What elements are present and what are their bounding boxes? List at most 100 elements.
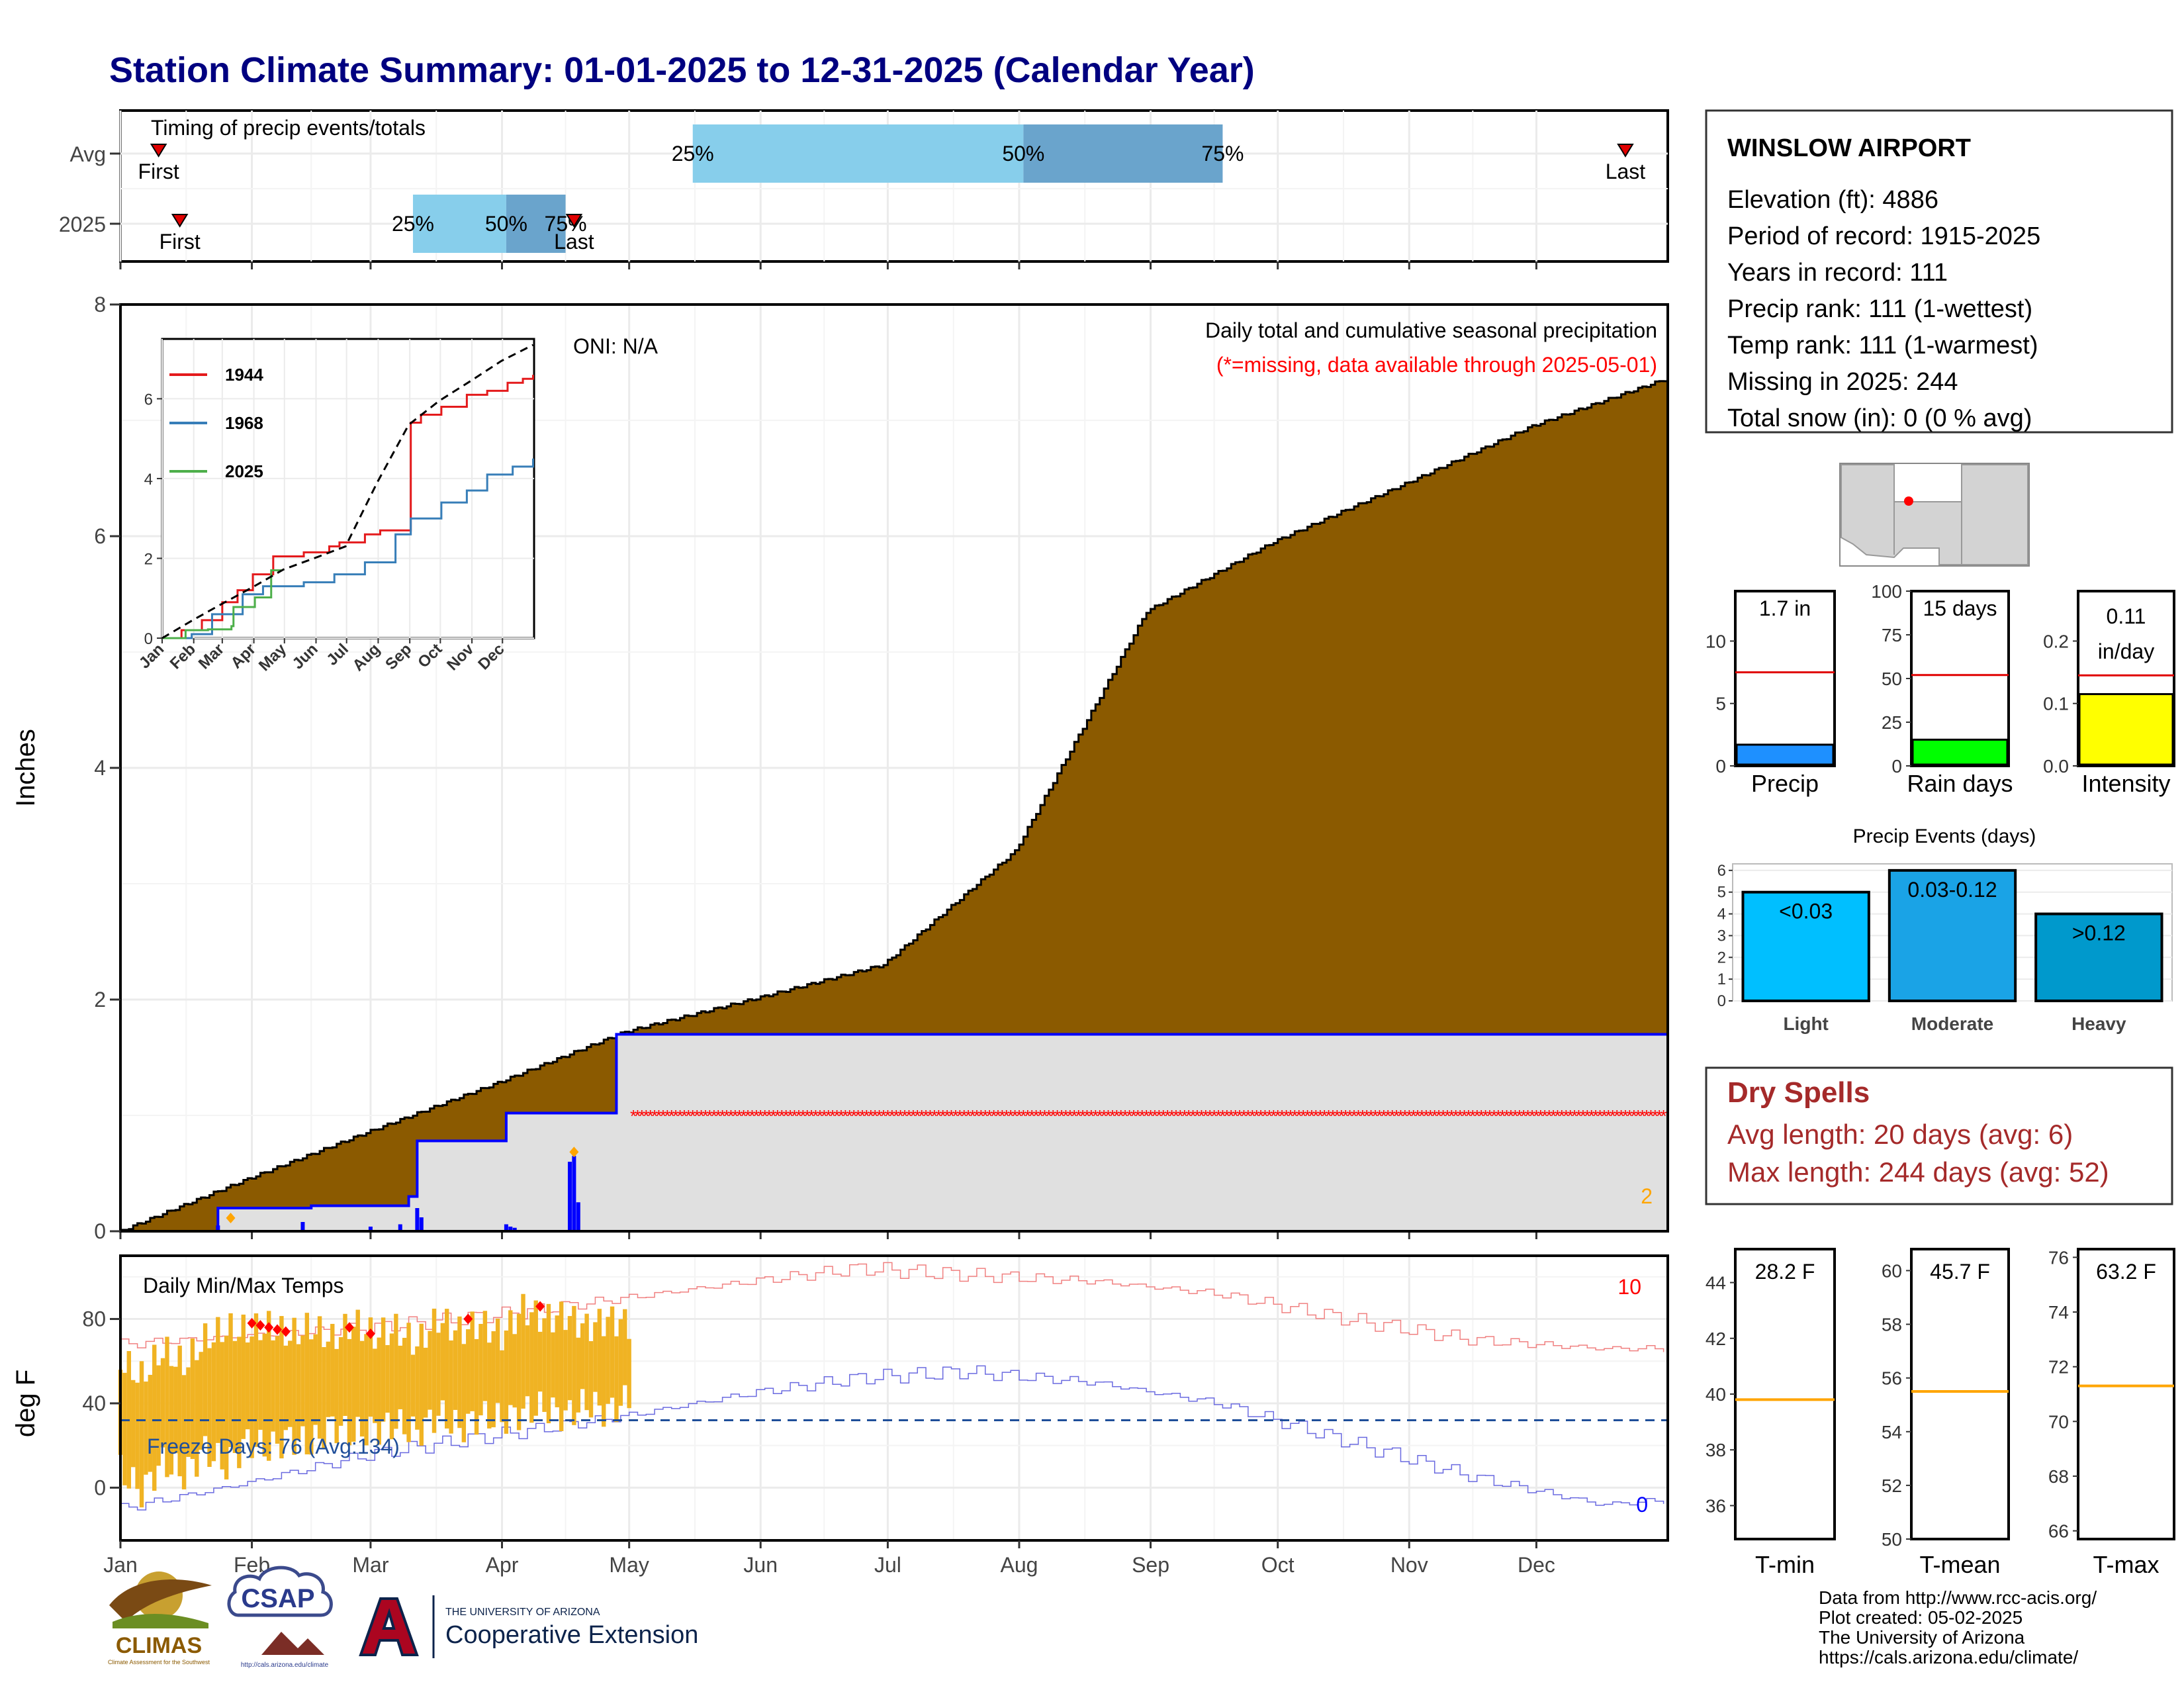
heavy-precip-marker — [569, 1147, 579, 1158]
climas-logo-hills — [113, 1613, 208, 1628]
missing-data-marker: * — [1109, 1106, 1116, 1126]
missing-data-marker: * — [863, 1106, 870, 1126]
missing-data-marker: * — [1321, 1106, 1328, 1126]
inset-series-1944 — [162, 375, 534, 639]
missing-data-marker: * — [1610, 1106, 1616, 1126]
temp-gauge-0-frame — [1734, 1248, 1836, 1540]
missing-data-marker: * — [1617, 1106, 1624, 1126]
missing-data-marker: * — [1639, 1106, 1646, 1126]
missing-data-marker: * — [1122, 1106, 1128, 1126]
missing-data-marker: * — [1317, 1106, 1324, 1126]
csap-logo-text: CSAP — [241, 1584, 314, 1613]
missing-data-marker: * — [1368, 1106, 1375, 1126]
daily-precip-bar — [508, 1227, 513, 1231]
missing-data-marker: * — [986, 1106, 993, 1126]
timing-q50-label: 50% — [1002, 142, 1044, 165]
daily-temp-bar — [627, 1338, 631, 1409]
daily-temp-bar — [373, 1348, 377, 1423]
missing-data-marker: * — [1516, 1106, 1523, 1126]
temp-gauge-0-tick-label: 40 — [1706, 1384, 1726, 1405]
missing-data-marker: * — [1139, 1106, 1146, 1126]
csap-logo: CSAP http://cals.arizona.edu/climate — [227, 1566, 333, 1669]
credit-line: https://cals.arizona.edu/climate/ — [1819, 1647, 2078, 1667]
gauge-1-tick-label: 75 — [1882, 625, 1902, 645]
temp-gauge-1-frame — [1910, 1248, 2010, 1540]
missing-data-marker: * — [1300, 1106, 1306, 1126]
heavy-precip-marker — [226, 1213, 236, 1223]
missing-data-marker: * — [783, 1106, 790, 1126]
daily-precip-bar — [504, 1224, 508, 1231]
daily-temp-bar — [529, 1312, 534, 1423]
missing-data-marker: * — [1363, 1106, 1370, 1126]
temp-gauge-0-name: T-min — [1755, 1551, 1815, 1578]
missing-data-marker: * — [1478, 1106, 1484, 1126]
missing-data-marker: * — [1381, 1106, 1387, 1126]
missing-data-marker: * — [753, 1106, 760, 1126]
page-title: Station Climate Summary: 01-01-2025 to 1… — [109, 50, 1255, 90]
daily-temp-bar — [343, 1313, 347, 1416]
precip-events-tick-label: 1 — [1717, 970, 1726, 988]
missing-data-marker: * — [698, 1106, 704, 1126]
daily-temp-bar — [593, 1322, 598, 1392]
daily-temp-bar — [152, 1344, 157, 1491]
missing-data-marker: * — [850, 1106, 857, 1126]
missing-data-marker: * — [833, 1106, 840, 1126]
missing-data-marker: * — [1245, 1106, 1251, 1126]
timing-last-label: Last — [1606, 160, 1646, 183]
cumulative-2025-line — [120, 1033, 1668, 1233]
missing-data-marker: * — [880, 1106, 887, 1126]
precip-events-bar-label: 0.03-0.12 — [1907, 878, 1997, 902]
gauge-1-value-label: 15 days — [1923, 596, 1997, 620]
daily-temp-bar — [245, 1342, 250, 1430]
daily-temp-bar — [478, 1323, 483, 1416]
precip-y-tick-label: 8 — [94, 293, 106, 316]
record-high-marker — [463, 1313, 473, 1325]
inset-avg-line — [161, 344, 534, 639]
missing-data-marker: * — [956, 1106, 963, 1126]
missing-data-marker: * — [1240, 1106, 1247, 1126]
month-tick-label: Oct — [1261, 1553, 1295, 1577]
missing-data-marker: * — [694, 1106, 700, 1126]
missing-data-marker: * — [1596, 1106, 1603, 1126]
dry-spells-frame — [1705, 1066, 2173, 1205]
daily-temp-bar — [602, 1336, 606, 1427]
precip-y-tick-label: 4 — [94, 756, 106, 780]
gauge-2-tick-label: 0.2 — [2043, 631, 2069, 651]
daily-temp-bar — [449, 1340, 453, 1434]
daily-temp-bar — [359, 1340, 365, 1437]
missing-data-marker: * — [1512, 1106, 1518, 1126]
daily-temp-bar — [614, 1336, 619, 1423]
missing-data-marker: * — [1359, 1106, 1366, 1126]
daily-precip-bar — [419, 1217, 424, 1231]
daily-precip-bar — [216, 1225, 220, 1231]
missing-data-marker: * — [690, 1106, 696, 1126]
dry-spells-max: Max length: 244 days (avg: 52) — [1727, 1156, 2109, 1188]
missing-data-marker: * — [647, 1106, 654, 1126]
missing-data-marker: * — [1033, 1106, 1040, 1126]
missing-data-marker: * — [961, 1106, 968, 1126]
daily-temp-bar — [516, 1313, 522, 1430]
timing-last-label: Last — [554, 230, 594, 254]
daily-temp-bar — [537, 1331, 543, 1392]
daily-precip-bar — [300, 1222, 305, 1231]
daily-temp-bar — [453, 1330, 458, 1410]
missing-data-marker: * — [1249, 1106, 1255, 1126]
daily-temp-bar — [504, 1330, 509, 1434]
missing-data-marker: * — [1626, 1106, 1633, 1126]
missing-data-marker: * — [1525, 1106, 1531, 1126]
precip-events-bar-label: >0.12 — [2072, 921, 2126, 945]
temp-chart-frame — [119, 1254, 1669, 1542]
missing-data-marker: * — [817, 1106, 823, 1126]
missing-data-marker: * — [1393, 1106, 1400, 1126]
record-high-marker — [255, 1320, 265, 1331]
station-info-frame — [1705, 109, 2173, 434]
daily-temp-bar — [309, 1339, 314, 1455]
daily-precip-bar — [572, 1156, 576, 1231]
daily-temp-bar — [394, 1313, 398, 1429]
missing-data-marker: * — [1067, 1106, 1073, 1126]
missing-data-marker: * — [1296, 1106, 1302, 1126]
daily-temp-bar — [135, 1382, 140, 1489]
daily-temp-bar — [220, 1342, 224, 1470]
missing-data-marker: * — [923, 1106, 929, 1126]
missing-data-marker: * — [1275, 1106, 1281, 1126]
